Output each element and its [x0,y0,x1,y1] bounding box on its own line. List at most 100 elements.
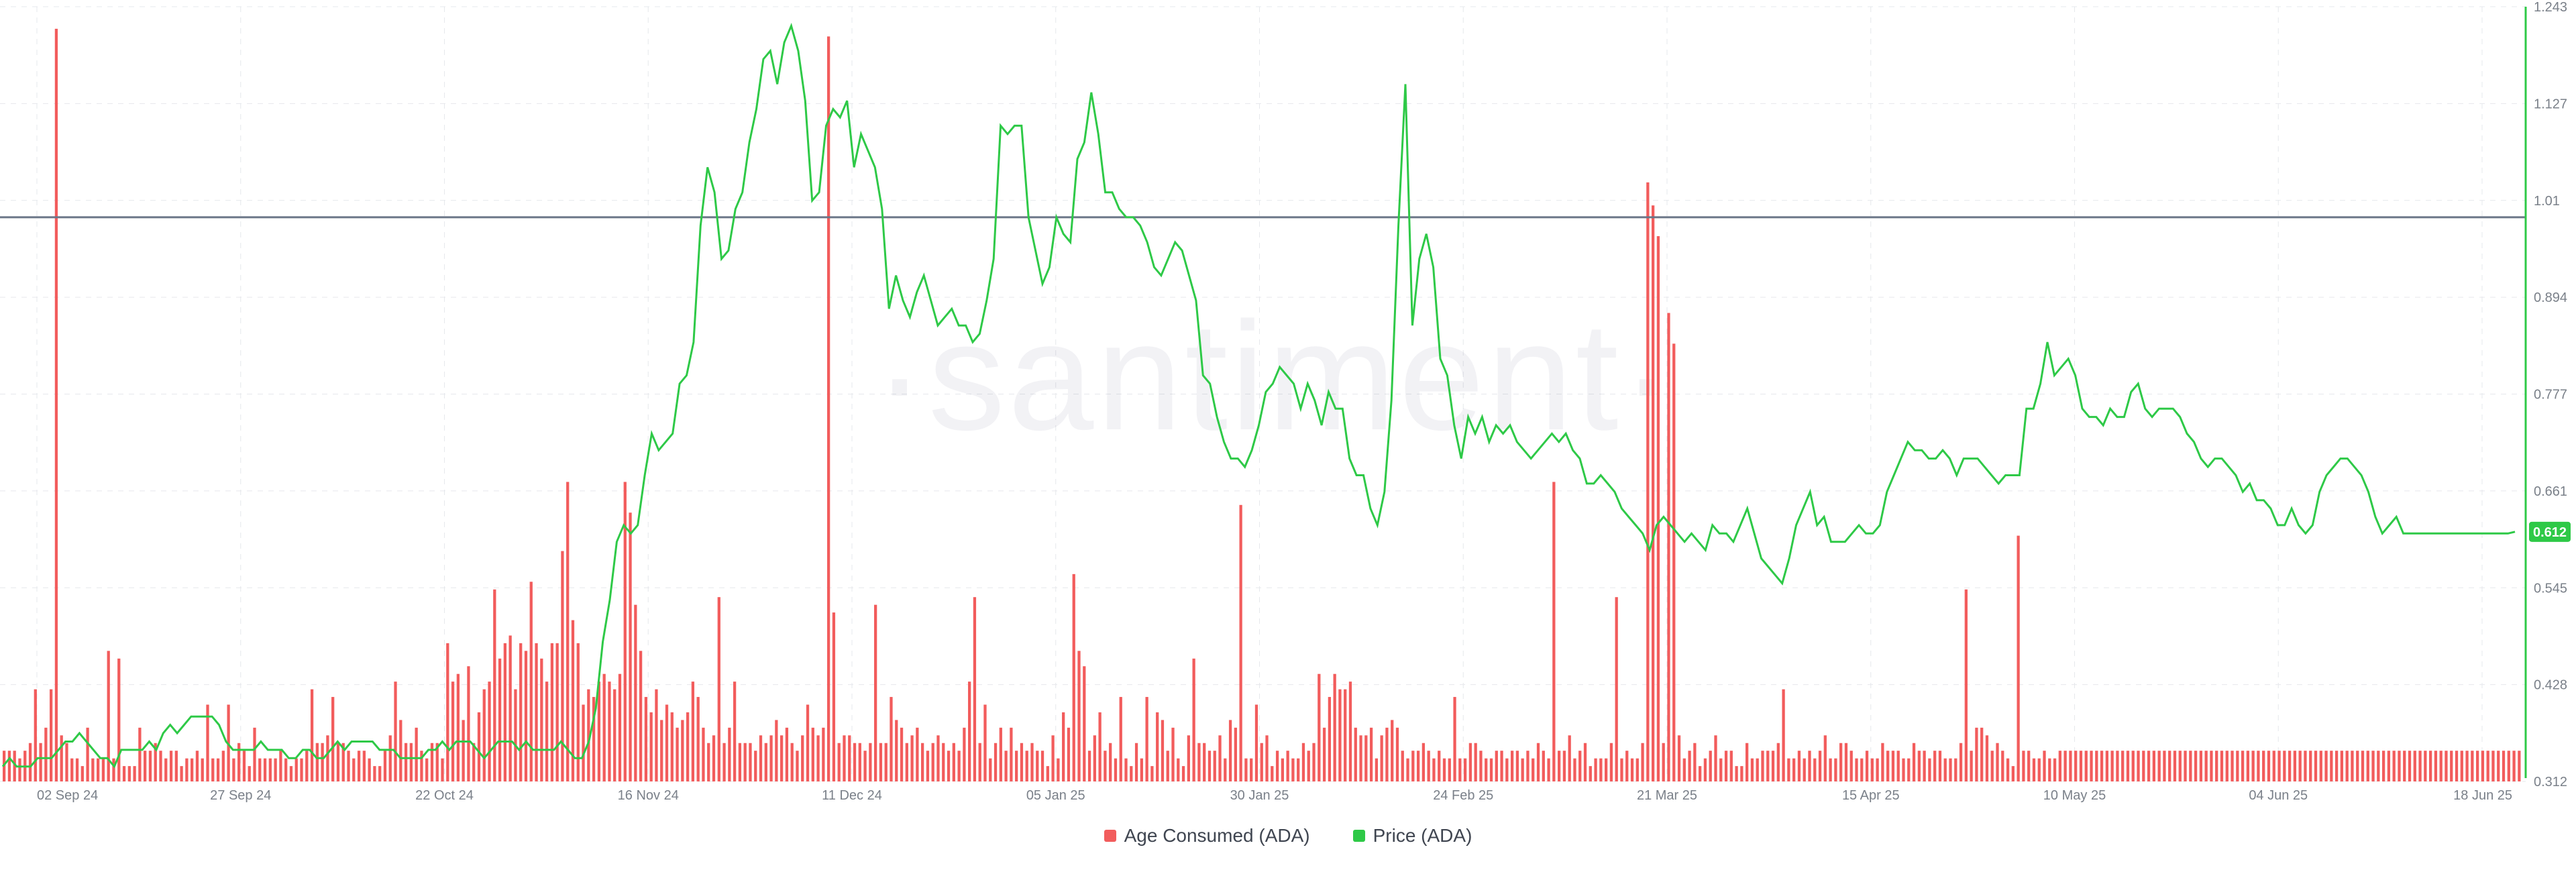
age-consumed-bar [707,743,710,781]
y-tick-label: 0.894 [2534,290,2567,305]
x-tick-label: 04 Jun 25 [2249,788,2308,803]
age-consumed-bar [425,758,429,781]
age-consumed-bar [2006,758,2010,781]
age-consumed-bar [665,704,669,781]
age-consumed-bar [1421,743,1426,781]
age-consumed-bar [1949,758,1952,781]
age-consumed-bar [39,743,42,781]
age-consumed-bar [1532,758,1535,781]
legend-item-age-consumed[interactable]: Age Consumed (ADA) [1104,825,1310,847]
age-consumed-bar [1912,743,1916,781]
age-consumed-bar [415,727,418,781]
age-consumed-bar [1010,727,1013,781]
age-consumed-bar [1228,720,1232,781]
age-consumed-bar [994,743,998,781]
age-consumed-bar [890,697,893,781]
age-consumed-bar [1855,758,1858,781]
age-consumed-bar [691,682,695,781]
age-consumed-bar [1505,758,1509,781]
age-consumed-bar [2022,751,2025,781]
age-consumed-bar [1322,727,1326,781]
age-consumed-bar [1792,758,1796,781]
age-consumed-bar [2142,751,2145,781]
age-consumed-bar [1124,758,1128,781]
age-consumed-bar [2340,751,2344,781]
age-consumed-bar [1448,758,1451,781]
age-consumed-bar [456,673,460,781]
age-consumed-bar [91,758,95,781]
age-consumed-bar [253,727,256,781]
age-consumed-bar [2236,751,2239,781]
age-consumed-bar [467,666,470,781]
age-consumed-bar [2507,751,2510,781]
age-consumed-bar [336,743,340,781]
age-consumed-bar [712,735,716,781]
age-consumed-bar [2272,751,2275,781]
age-consumed-bar [1119,697,1122,781]
age-consumed-bar [482,689,486,781]
y-tick-label: 1.127 [2534,97,2567,111]
age-consumed-bar [2231,751,2234,781]
age-consumed-bar [221,751,225,781]
age-consumed-bar [305,751,309,781]
age-consumed-bar [1046,766,1049,781]
age-consumed-bar [1594,758,1597,781]
age-consumed-bar [775,720,778,781]
age-consumed-bar [587,689,590,781]
age-consumed-bar [1646,182,1650,781]
age-consumed-bar [300,758,303,781]
age-consumed-bar [2251,751,2255,781]
age-consumed-bar [1756,758,1759,781]
age-consumed-bar [1318,673,1321,781]
age-consumed-bar [1724,751,1728,781]
age-consumed-bar [696,697,700,781]
age-consumed-bar [1427,751,1430,781]
age-consumed-bar [498,658,502,781]
age-consumed-bar [2481,751,2485,781]
age-consumed-bar [2309,751,2312,781]
age-consumed-bar [608,682,611,781]
age-consumed-bar [2110,751,2114,781]
age-consumed-bar [2314,751,2318,781]
age-consumed-bar [2027,751,2031,781]
age-consumed-bar [409,743,413,781]
age-consumed-bar [331,697,335,781]
age-consumed-bar [1797,751,1801,781]
age-consumed-bar [769,735,773,781]
legend-item-price[interactable]: Price (ADA) [1352,825,1472,847]
age-consumed-bar [1093,735,1096,781]
age-consumed-bar [28,743,32,781]
age-consumed-bar [1672,343,1676,781]
legend-label-price: Price (ADA) [1373,825,1472,846]
age-consumed-bar [1870,758,1874,781]
age-consumed-bar [884,743,888,781]
age-consumed-bar [60,735,63,781]
age-consumed-bar [968,682,971,781]
age-consumed-bar [2121,751,2125,781]
age-consumed-bar [2439,751,2443,781]
age-consumed-bar [942,743,945,781]
age-consumed-bar [70,758,74,781]
age-consumed-bar [1328,697,1332,781]
right-axis-ticks: 1.243 1.127 1.01 0.894 0.777 0.661 0.545 0.428 0… [2534,0,2567,789]
age-consumed-bar [1281,758,1285,781]
age-consumed-bar [1187,735,1190,781]
age-consumed-bar [1145,697,1148,781]
age-consumed-bar [1218,735,1222,781]
age-consumed-bar [2184,751,2187,781]
age-consumed-bar [1620,758,1623,781]
age-consumed-bar [2225,751,2229,781]
age-consumed-bar [420,751,423,781]
age-consumed-bar [2204,751,2208,781]
age-consumed-bar [451,682,455,781]
age-consumed-bar [2491,751,2495,781]
age-consumed-bar [2037,758,2041,781]
age-consumed-bar [2257,751,2260,781]
age-consumed-bar [801,735,804,781]
age-consumed-bar [362,751,366,781]
age-consumed-bar [1208,751,1212,781]
y-tick-label: 0.312 [2534,775,2567,789]
age-consumed-bar [597,682,601,781]
x-tick-label: 16 Nov 24 [618,788,679,803]
age-consumed-bar [837,743,841,781]
